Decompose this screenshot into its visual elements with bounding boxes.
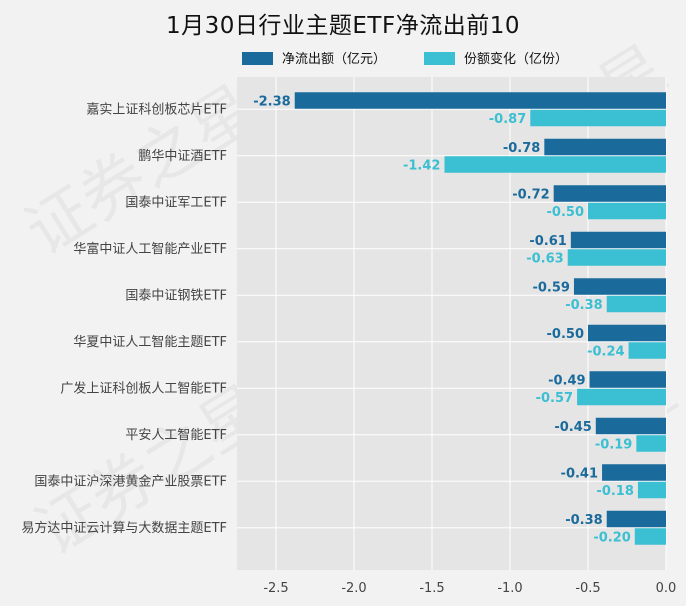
- bar-series-1: [606, 510, 666, 528]
- chart-title: 1月30日行业主题ETF净流出前10: [166, 13, 520, 39]
- data-label: -0.19: [595, 438, 632, 453]
- legend-swatch: [424, 52, 455, 65]
- data-label: -0.45: [554, 420, 591, 435]
- data-label: -0.59: [532, 281, 569, 296]
- data-label: -0.38: [565, 298, 602, 313]
- bar-series-2: [637, 481, 666, 499]
- bar-series-1: [553, 185, 666, 202]
- bar-series-2: [567, 249, 666, 266]
- data-label: -0.50: [547, 205, 584, 220]
- data-label: -0.50: [547, 327, 584, 342]
- data-label: -0.18: [596, 484, 633, 499]
- bar-series-2: [628, 342, 666, 359]
- bar-series-2: [577, 388, 666, 406]
- data-label: -1.42: [403, 159, 440, 174]
- data-label: -0.57: [536, 391, 573, 406]
- category-label: 广发上证科创板人工智能ETF: [60, 380, 227, 396]
- data-label: -0.49: [548, 374, 585, 389]
- legend-label: 净流出额（亿元）: [282, 52, 386, 67]
- legend-label: 份额变化（亿份）: [464, 51, 568, 67]
- data-label: -0.38: [565, 513, 602, 528]
- bar-series-2: [444, 156, 666, 173]
- category-label: 鹏华中证酒ETF: [138, 149, 227, 164]
- category-label: 嘉实上证科创板芯片ETF: [86, 102, 227, 117]
- data-label: -0.78: [503, 141, 540, 156]
- bar-series-1: [573, 278, 666, 295]
- bar-series-2: [636, 435, 666, 452]
- data-label: -0.41: [561, 467, 598, 482]
- data-label: -0.63: [526, 252, 563, 267]
- bar-series-1: [294, 92, 666, 109]
- bar-series-1: [588, 324, 666, 342]
- bar-series-1: [589, 371, 666, 388]
- data-label: -2.38: [253, 95, 290, 110]
- category-label: 易方达中证云计算与大数据主题ETF: [21, 520, 227, 536]
- bar-series-2: [606, 295, 666, 313]
- category-label: 国泰中证军工ETF: [125, 195, 227, 210]
- category-label: 国泰中证沪深港黄金产业股票ETF: [34, 473, 227, 489]
- x-tick-label: -0.5: [575, 581, 600, 596]
- x-tick-label: -2.0: [341, 581, 366, 596]
- data-label: -0.24: [587, 345, 624, 360]
- category-label: 华夏中证人工智能主题ETF: [73, 335, 227, 350]
- bar-series-2: [530, 109, 666, 127]
- data-label: -0.20: [593, 531, 630, 546]
- category-label: 国泰中证钢铁ETF: [125, 288, 227, 303]
- category-label: 平安人工智能ETF: [125, 428, 227, 443]
- bar-series-1: [595, 417, 666, 435]
- data-label: -0.72: [512, 188, 549, 203]
- x-tick-label: -2.5: [263, 581, 288, 596]
- data-label: -0.61: [529, 234, 566, 249]
- bar-series-2: [634, 528, 666, 545]
- x-tick-label: -1.0: [497, 581, 522, 596]
- bar-series-1: [544, 138, 666, 156]
- bar-series-1: [570, 231, 666, 249]
- bar-series-1: [602, 464, 666, 481]
- category-label: 华富中证人工智能产业ETF: [73, 241, 227, 257]
- data-label: -0.87: [489, 112, 526, 127]
- x-tick-label: -1.5: [419, 581, 444, 596]
- legend-swatch: [242, 52, 273, 65]
- x-tick-label: 0.0: [656, 581, 677, 596]
- bar-series-2: [588, 202, 666, 220]
